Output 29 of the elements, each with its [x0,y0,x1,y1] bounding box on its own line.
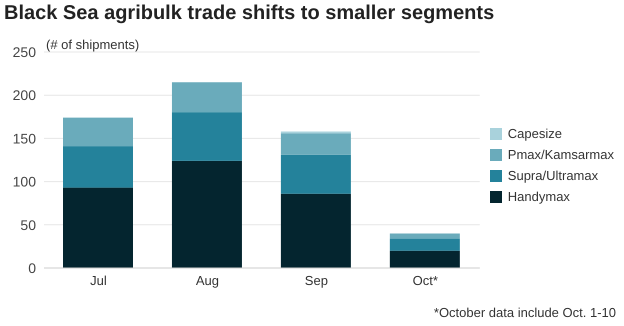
legend-label: Supra/Ultramax [508,168,598,183]
legend-label: Pmax/Kamsarmax [508,147,614,162]
x-tick-label: Aug [196,273,219,288]
text: *October data include Oct. 1-10 [434,305,616,320]
y-axis-title: (# of shipments) [46,37,140,52]
bar [172,160,242,268]
bar [172,112,242,161]
y-tick-label: 200 [12,87,36,104]
bar [172,82,242,112]
bar [280,194,351,268]
y-tick-label: 150 [12,130,36,146]
legend-label: Capesize [508,126,562,141]
bar [390,250,460,268]
legend-label: Handymax [508,189,570,204]
y-tick-label: 250 [12,44,36,60]
y-tick-label: 0 [28,260,36,276]
y-tick-label: 50 [20,216,36,233]
y-tick-label: 100 [12,174,36,190]
bar [63,118,133,146]
x-tick-label: Jul [90,273,107,288]
chart-title: Black Sea agribulk trade shifts to smaller segments [4,2,494,25]
bar [63,146,133,188]
bar [63,188,133,268]
x-tick-label: Sep [304,273,328,288]
bar [390,233,460,239]
bar [390,238,460,251]
bar [280,133,351,155]
x-tick-label: Oct* [412,273,438,288]
bar [280,154,351,194]
